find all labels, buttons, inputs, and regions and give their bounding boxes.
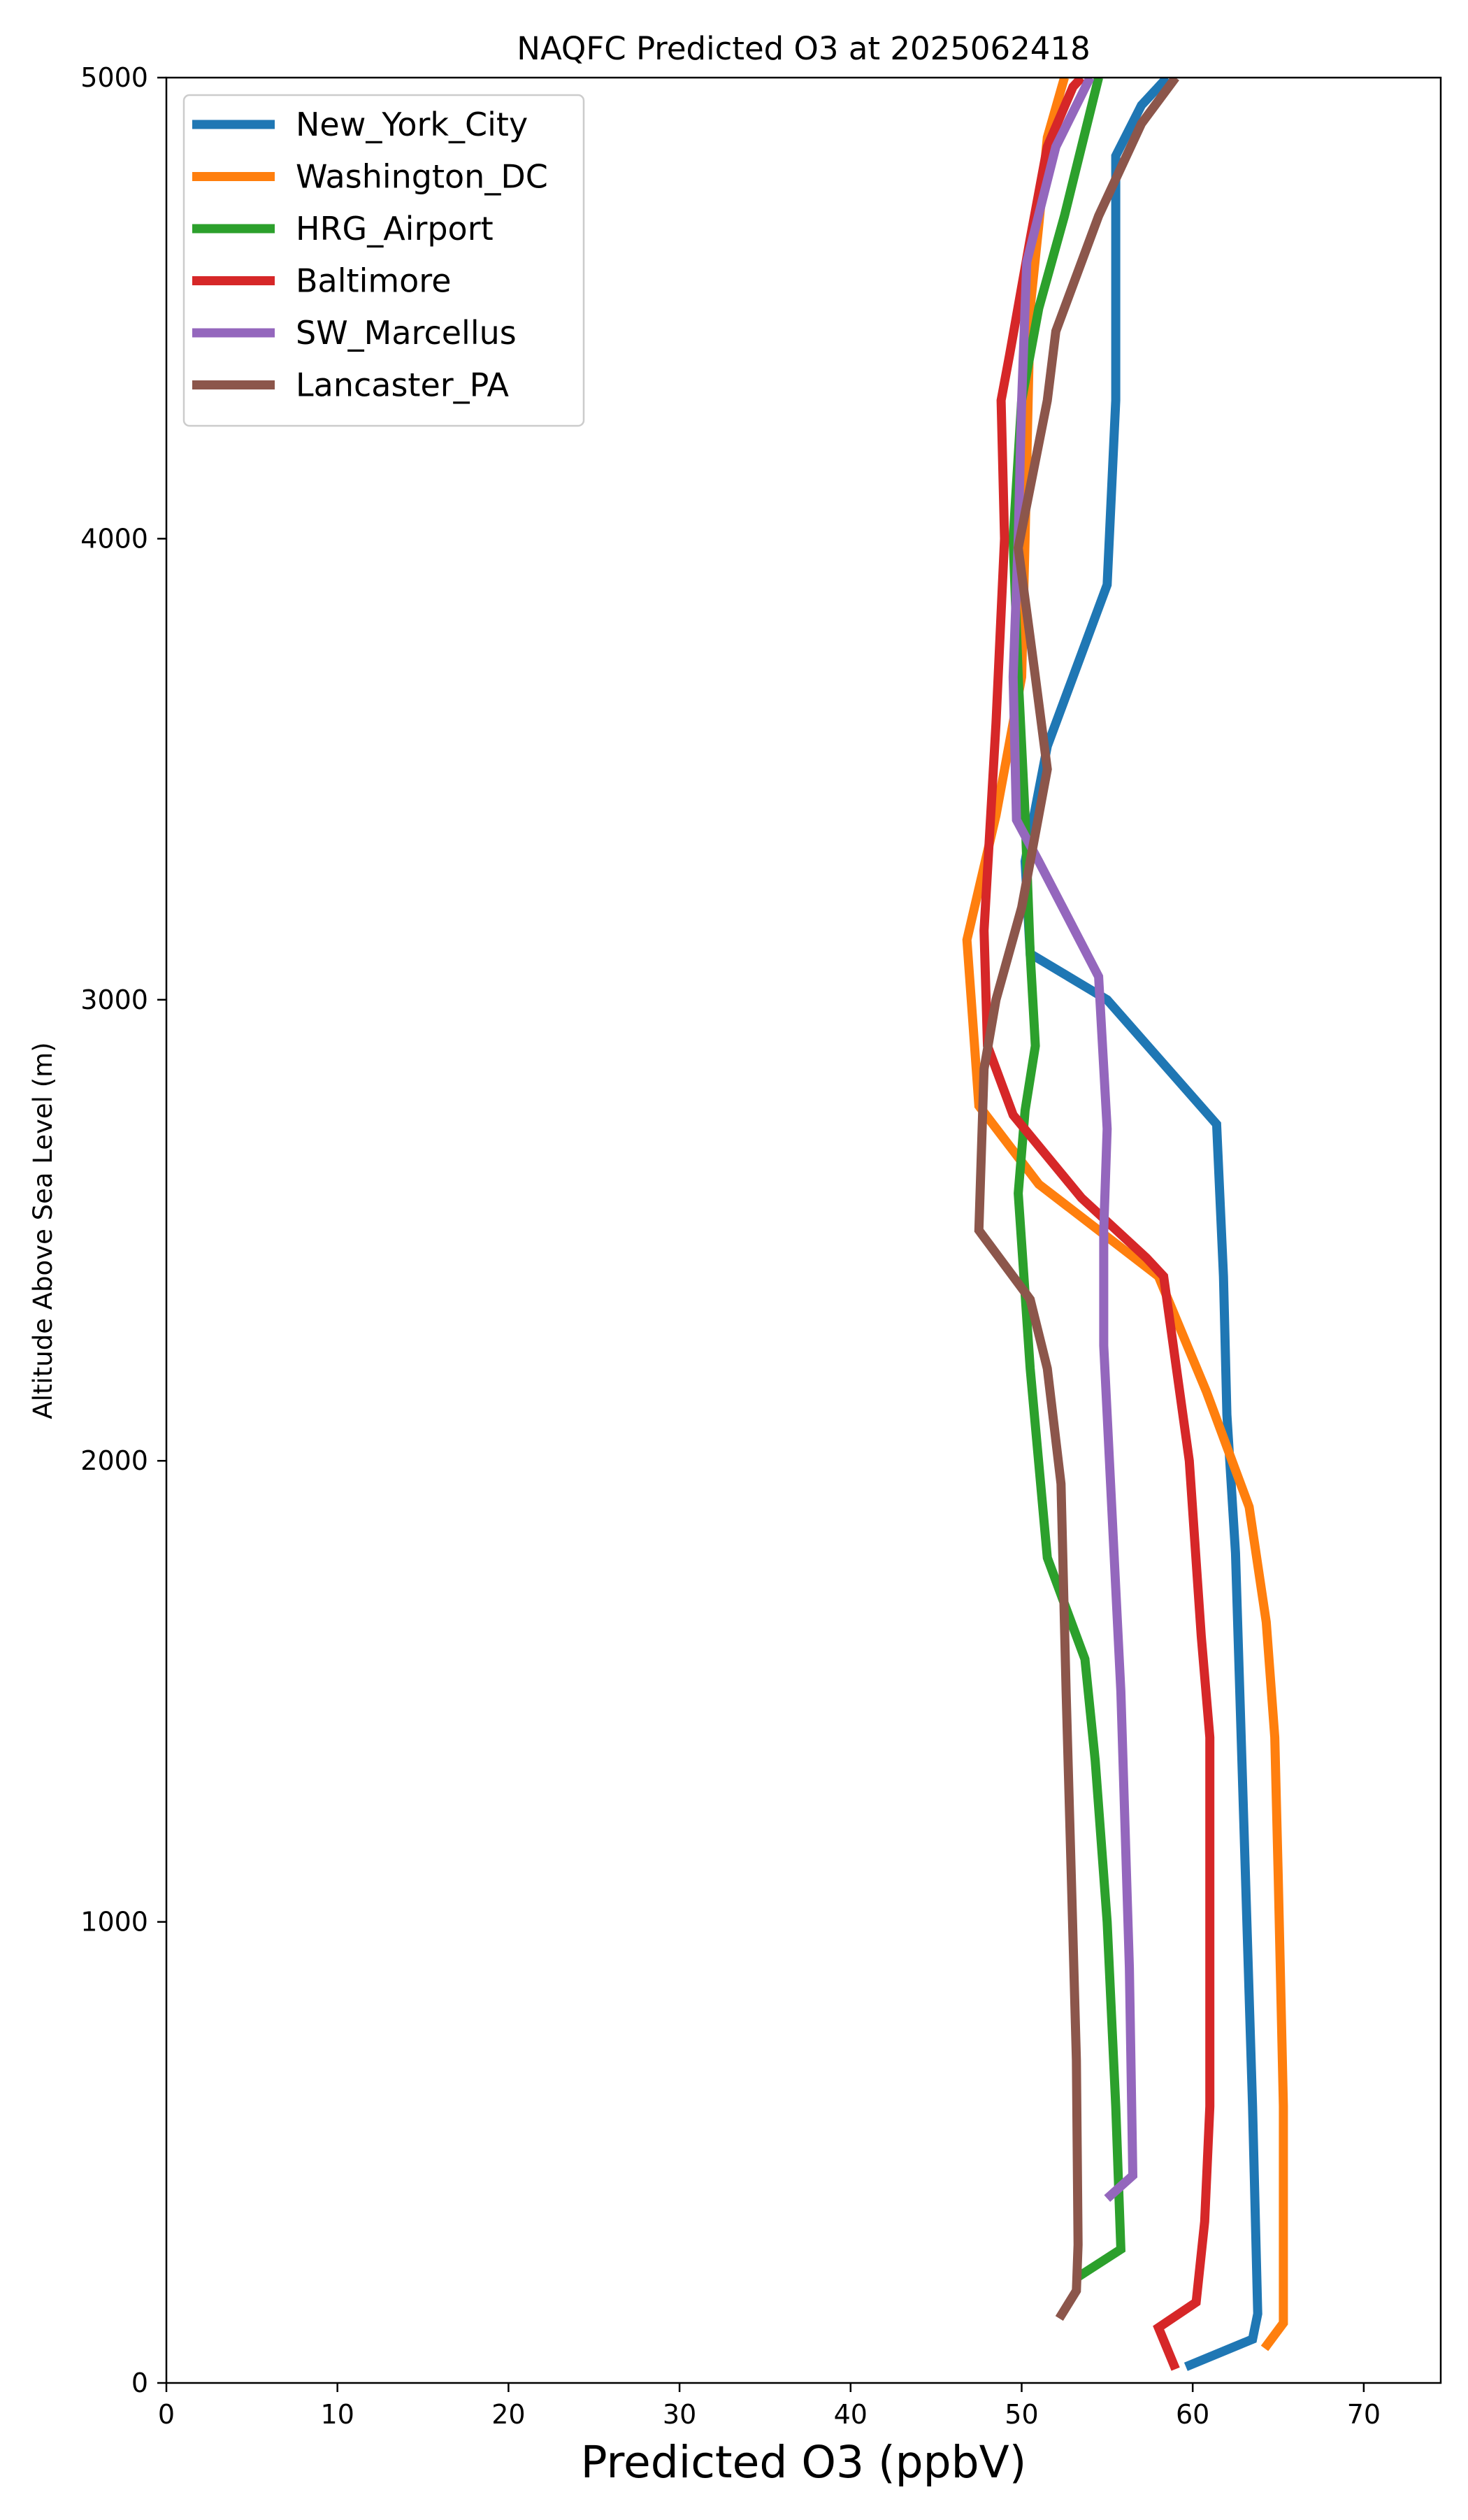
plot-frame bbox=[165, 76, 1442, 2384]
x-tick-label: 30 bbox=[663, 2399, 696, 2430]
legend-label: New_York_City bbox=[296, 106, 528, 143]
legend-box bbox=[182, 94, 585, 427]
x-tick-label: 50 bbox=[1005, 2399, 1038, 2430]
legend-label: Lancaster_PA bbox=[296, 366, 509, 404]
x-tick-label: 40 bbox=[834, 2399, 868, 2430]
plot-area-frame bbox=[165, 76, 1442, 2384]
x-axis-label: Predicted O3 (ppbV) bbox=[581, 2437, 1027, 2488]
x-tick-label: 20 bbox=[491, 2399, 525, 2430]
x-tick-label: 10 bbox=[321, 2399, 354, 2430]
series-line-hrg-airport bbox=[1008, 78, 1126, 2281]
series-line-sw-marcellus bbox=[1008, 78, 1138, 2203]
x-tick-label: 60 bbox=[1176, 2399, 1209, 2430]
chart-title: NAQFC Predicted O3 at 2025062418 bbox=[517, 30, 1090, 67]
series-line-new-york-city bbox=[1020, 78, 1262, 2371]
legend-label: Washington_DC bbox=[296, 158, 548, 196]
y-tick-label: 0 bbox=[131, 2368, 148, 2398]
x-tick-label: 0 bbox=[158, 2399, 175, 2430]
x-tick-label: 70 bbox=[1347, 2399, 1381, 2430]
y-axis-ticks: 0 1000 2000 3000 4000 5000 bbox=[80, 62, 166, 2398]
plot-lines bbox=[962, 78, 1288, 2371]
legend-label: Baltimore bbox=[296, 262, 452, 300]
legend-label: SW_Marcellus bbox=[296, 314, 517, 352]
y-tick-label: 3000 bbox=[80, 985, 148, 1015]
series-line-washington-dc bbox=[962, 78, 1288, 2351]
legend: New_York_City Washington_DC HRG_Airport Bal… bbox=[182, 94, 585, 427]
y-tick-label: 5000 bbox=[80, 62, 148, 93]
series-line-lancaster-pa bbox=[974, 78, 1179, 2321]
series-line-baltimore bbox=[979, 78, 1215, 2371]
y-tick-label: 4000 bbox=[80, 523, 148, 554]
y-axis-label: Altitude Above Sea Level (m) bbox=[28, 1042, 58, 1419]
legend-label: HRG_Airport bbox=[296, 210, 494, 248]
x-axis-ticks: 0 10 20 30 40 50 60 70 bbox=[158, 2383, 1381, 2430]
y-tick-label: 2000 bbox=[80, 1445, 148, 1476]
y-tick-label: 1000 bbox=[80, 1907, 148, 1938]
